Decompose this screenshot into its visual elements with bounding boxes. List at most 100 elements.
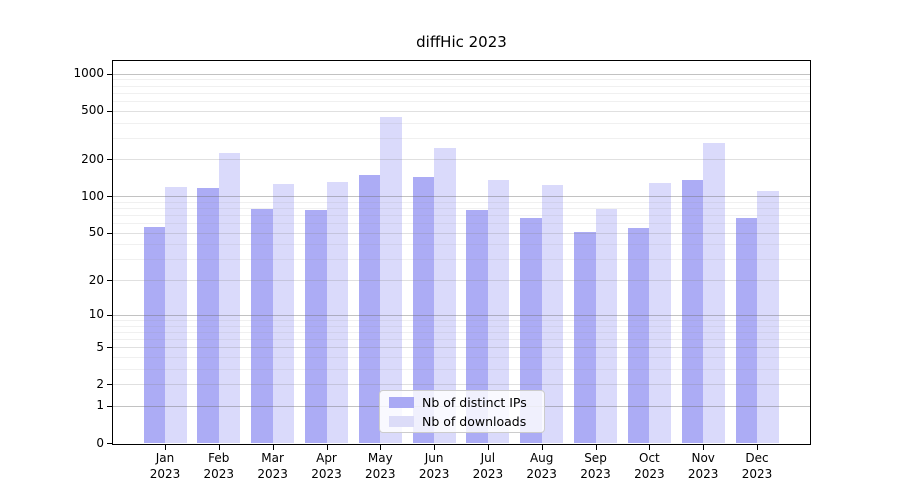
- bar-distinct-ips-dec: [735, 218, 757, 443]
- x-tick-label-jun: Jun 2023: [418, 451, 450, 481]
- x-tick-label-aug: Aug 2023: [526, 451, 557, 481]
- bar-downloads-apr: [326, 181, 348, 443]
- y-tick-50: [107, 232, 112, 234]
- plot-area: Nb of distinct IPs Nb of downloads: [112, 60, 811, 445]
- x-tick-label-apr: Apr 2023: [311, 451, 342, 481]
- bar-downloads-aug: [541, 184, 564, 443]
- bar-distinct-ips-mar: [251, 209, 273, 443]
- y-tick-label-10: 10: [88, 307, 104, 322]
- gridline-minor-30: [112, 259, 811, 261]
- x-tick-jan: [165, 445, 166, 450]
- gridline-minor-40: [112, 244, 811, 246]
- x-tick-label-jan: Jan 2023: [149, 451, 181, 481]
- gridline-minor-4: [112, 356, 811, 358]
- gridline-minor-70: [112, 215, 811, 217]
- x-tick-sep: [595, 445, 597, 450]
- x-tick-dec: [757, 445, 758, 450]
- y-tick-1: [107, 405, 112, 407]
- gridline-minor-6: [112, 339, 811, 340]
- bar-downloads-jul: [487, 179, 510, 443]
- bar-distinct-ips-jan: [143, 226, 165, 443]
- x-tick-apr: [326, 445, 328, 450]
- bar-distinct-ips-feb: [197, 187, 219, 443]
- legend: Nb of distinct IPs Nb of downloads: [379, 390, 545, 433]
- y-tick-label-5: 5: [96, 339, 104, 354]
- y-tick-10: [107, 314, 112, 316]
- x-tick-oct: [649, 445, 651, 450]
- x-tick-feb: [218, 445, 220, 450]
- y-tick-100: [107, 196, 112, 198]
- y-tick-label-500: 500: [81, 103, 104, 118]
- y-tick-0: [107, 443, 112, 444]
- y-tick-label-1000: 1000: [73, 66, 104, 81]
- gridline-500: [112, 110, 811, 112]
- y-tick-label-2: 2: [96, 376, 104, 391]
- bar-downloads-jun: [434, 148, 456, 443]
- y-tick-200: [107, 159, 112, 161]
- gridline-minor-800: [112, 85, 811, 87]
- bar-distinct-ips-jul: [466, 210, 488, 443]
- gridline-minor-600: [112, 100, 811, 102]
- gridline-minor-300: [112, 137, 811, 139]
- gridline-50: [112, 232, 811, 234]
- gridline-minor-90: [112, 201, 811, 203]
- legend-label-distinct-ips: Nb of distinct IPs: [422, 394, 527, 410]
- y-tick-5: [107, 347, 112, 349]
- gridline-minor-9: [112, 319, 811, 321]
- x-tick-label-oct: Oct 2023: [634, 451, 665, 481]
- gridline-minor-900: [112, 79, 811, 81]
- x-tick-jun: [434, 445, 436, 450]
- gridline-minor-80: [112, 208, 811, 209]
- x-tick-label-nov: Nov 2023: [687, 451, 719, 481]
- y-tick-500: [107, 110, 112, 112]
- bar-downloads-jan: [165, 186, 187, 443]
- bar-distinct-ips-oct: [627, 227, 650, 443]
- bar-downloads-mar: [272, 183, 295, 443]
- x-tick-label-mar: Mar 2023: [257, 451, 288, 481]
- y-tick-label-200: 200: [81, 151, 104, 166]
- gridline-1000: [112, 73, 811, 75]
- bar-downloads-nov: [703, 143, 725, 443]
- gridline-minor-7: [112, 331, 811, 333]
- chart-title: diffHic 2023: [416, 33, 507, 51]
- bar-downloads-dec: [757, 191, 779, 443]
- gridline-minor-3: [112, 368, 811, 370]
- legend-swatch-downloads: [389, 415, 414, 427]
- x-tick-may: [380, 445, 382, 450]
- y-tick-label-50: 50: [88, 225, 104, 240]
- legend-label-downloads: Nb of downloads: [422, 413, 527, 429]
- bar-distinct-ips-jun: [412, 176, 435, 443]
- x-tick-mar: [272, 445, 274, 450]
- x-tick-label-feb: Feb 2023: [203, 451, 235, 481]
- y-tick-1000: [107, 73, 112, 75]
- y-tick-label-100: 100: [81, 188, 104, 203]
- y-tick-20: [107, 280, 112, 282]
- bar-distinct-ips-may: [358, 174, 381, 443]
- bar-downloads-oct: [649, 182, 671, 443]
- bar-distinct-ips-sep: [574, 231, 596, 443]
- gridline-100: [112, 196, 811, 198]
- bar-downloads-sep: [595, 209, 617, 443]
- x-tick-nov: [703, 445, 705, 450]
- x-tick-label-may: May 2023: [365, 451, 396, 481]
- legend-entry-distinct-ips: Nb of distinct IPs: [389, 395, 535, 410]
- x-tick-jul: [487, 445, 489, 450]
- bar-distinct-ips-apr: [305, 210, 327, 443]
- gridline-200: [112, 159, 811, 161]
- y-tick-label-20: 20: [88, 272, 104, 287]
- y-tick-label-0: 0: [96, 435, 104, 450]
- x-tick-label-sep: Sep 2023: [580, 451, 611, 481]
- gridline-minor-700: [112, 92, 811, 94]
- y-tick-2: [107, 384, 112, 386]
- x-tick-label-dec: Dec 2023: [741, 451, 773, 481]
- bar-distinct-ips-aug: [520, 218, 542, 443]
- x-tick-aug: [541, 445, 543, 450]
- x-tick-label-jul: Jul 2023: [472, 451, 504, 481]
- legend-entry-downloads: Nb of downloads: [389, 414, 535, 429]
- gridline-minor-8: [112, 325, 811, 327]
- gridline-20: [112, 280, 811, 282]
- gridline-minor-60: [112, 223, 811, 225]
- bar-downloads-feb: [218, 152, 241, 443]
- legend-swatch-distinct-ips: [389, 396, 414, 408]
